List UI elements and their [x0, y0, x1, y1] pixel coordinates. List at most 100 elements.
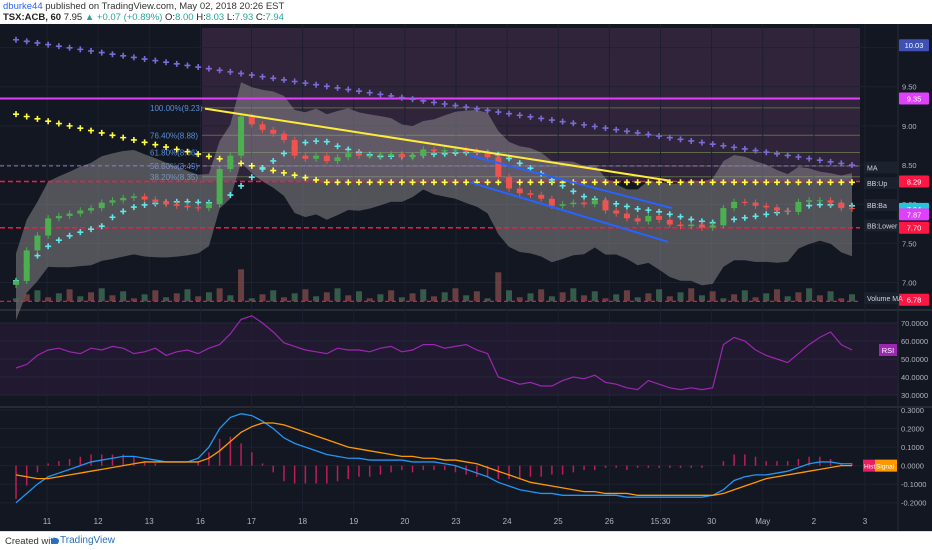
time-tick-label: 20	[400, 517, 409, 526]
candle	[463, 149, 470, 151]
chart-header: dburke44 published on TradingView.com, M…	[0, 0, 932, 24]
candle	[355, 153, 362, 156]
ma-long-marker	[323, 83, 330, 90]
rsi-tick-label: 70.0000	[901, 319, 928, 328]
ma-fast-marker	[516, 160, 523, 167]
volume-bar	[227, 295, 234, 302]
ma-fast-marker	[645, 207, 652, 214]
candle	[366, 155, 373, 157]
ma-short-marker	[613, 179, 620, 186]
ma-short-marker	[130, 136, 137, 143]
signal-tag-box	[875, 459, 897, 472]
ma-fast-marker	[130, 204, 137, 211]
fib-zone	[202, 28, 860, 181]
ma-short-marker	[302, 174, 309, 181]
ma-long-marker	[259, 73, 266, 80]
candle	[270, 129, 277, 134]
candle	[741, 201, 748, 203]
ma-long-marker	[452, 102, 459, 109]
ma-long-marker	[98, 49, 105, 56]
signal-tag: Signal	[876, 464, 895, 471]
candle	[291, 139, 298, 156]
ma-fast-marker	[527, 165, 534, 172]
fib-label: 100.00%(9.23)	[150, 104, 203, 113]
last-price: 7.95	[63, 12, 83, 23]
ma-long-marker	[484, 107, 491, 114]
candle	[613, 210, 620, 214]
ma-long-marker	[548, 117, 555, 124]
price-label-box	[899, 39, 929, 52]
ma-fast-marker	[259, 165, 266, 172]
ma-long-marker	[109, 51, 116, 58]
change-up-icon: ▲	[84, 12, 95, 23]
ma-short-marker	[248, 162, 255, 169]
ma-short-marker	[827, 179, 834, 186]
ma-long-marker	[752, 147, 759, 154]
candle	[591, 200, 598, 205]
ma-short-marker	[13, 111, 19, 118]
volume-bar	[452, 288, 459, 302]
candle	[516, 188, 523, 194]
ma-long-marker	[120, 52, 127, 59]
candle	[709, 225, 716, 228]
candle	[77, 210, 84, 214]
ma-fast-marker	[313, 138, 320, 145]
ma-fast-marker	[613, 200, 620, 207]
ma-short-marker	[195, 151, 202, 158]
candle	[816, 200, 823, 202]
time-tick-label: 25	[554, 517, 563, 526]
candle	[538, 194, 545, 199]
price-label: 8.29	[907, 177, 922, 186]
volume-bar	[720, 298, 727, 302]
fib-label: 38.20%(8.35)	[150, 173, 198, 182]
ma-short-marker	[773, 179, 780, 186]
rsi-tick-label: 30.0000	[901, 391, 928, 400]
volume-bar	[634, 297, 641, 302]
ma-long-marker	[366, 89, 373, 96]
ma-short-marker	[409, 179, 416, 186]
ma-long-marker	[527, 113, 534, 120]
volume-bar	[216, 288, 223, 302]
chart-area[interactable]: 100.00%(9.23) 76.40%(8.88) 61.80%(8.66) 50.…	[0, 24, 932, 531]
price-chart[interactable]: 100.00%(9.23) 76.40%(8.88) 61.80%(8.66) 50.…	[0, 24, 932, 531]
candle	[623, 213, 630, 219]
candle	[130, 196, 137, 198]
volume-bar	[23, 294, 30, 302]
ma-long-marker	[838, 160, 845, 167]
rsi-tick-label: 50.0000	[901, 355, 928, 364]
candle	[248, 116, 255, 125]
volume-bar	[377, 294, 384, 302]
candle	[698, 224, 705, 228]
ma-long-marker	[280, 76, 287, 83]
volume-bar	[270, 290, 277, 302]
volume-bar	[109, 295, 116, 302]
candle	[666, 219, 673, 225]
hist-tag: Hist	[864, 464, 875, 471]
ma-fast-marker	[741, 214, 748, 221]
candle	[34, 235, 41, 251]
volume-bar	[827, 291, 834, 302]
volume-bar	[688, 288, 695, 302]
volume-bar	[623, 290, 630, 302]
candle	[656, 215, 663, 220]
ma-long-marker	[13, 36, 19, 43]
ma-short-marker	[366, 179, 373, 186]
candle	[752, 202, 759, 206]
ma-fast-marker	[45, 243, 52, 250]
ma-fast-marker	[323, 138, 330, 145]
volume-bar	[34, 290, 41, 302]
volume-bar	[741, 290, 748, 302]
ma-short-marker	[355, 179, 362, 186]
ma-short-marker	[731, 179, 738, 186]
volume-bar	[130, 298, 137, 302]
candle	[184, 205, 191, 208]
ma-short-marker	[591, 179, 598, 186]
ma-short-marker	[463, 179, 470, 186]
username-link[interactable]: dburke44	[3, 1, 43, 12]
candle	[731, 201, 738, 209]
ma-fast-marker	[227, 192, 234, 199]
volume-bar	[184, 289, 191, 302]
tradingview-brand[interactable]: TradingView	[60, 535, 116, 546]
price-tick-label: 9.50	[902, 83, 917, 92]
volume-bar	[98, 288, 105, 302]
